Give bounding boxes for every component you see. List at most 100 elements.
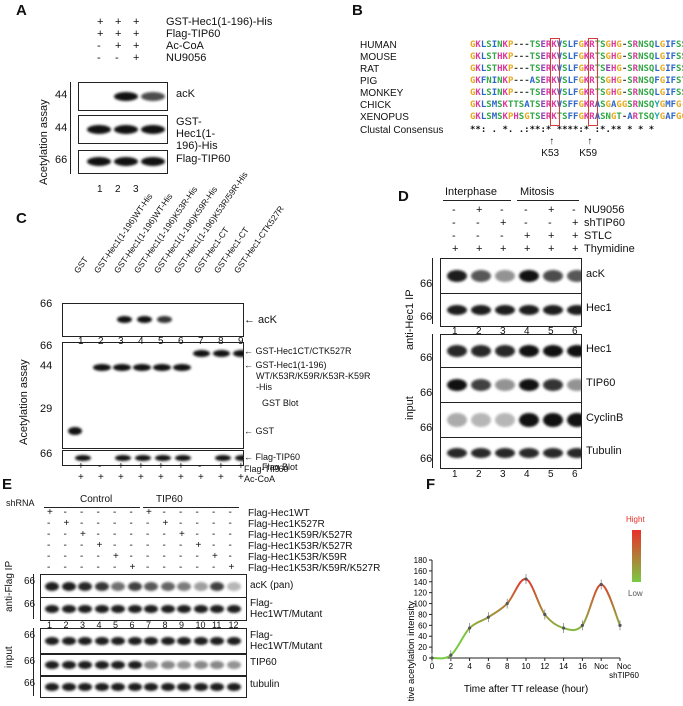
blot-band: [160, 581, 175, 591]
residue: R: [589, 40, 595, 50]
residue: G: [578, 88, 584, 98]
blot-band: [567, 305, 581, 315]
condition-mark: +: [47, 507, 53, 518]
condition-mark: -: [162, 507, 166, 518]
blot-band: [94, 683, 109, 691]
residue: F: [573, 88, 579, 98]
lane-number: 1: [452, 326, 458, 337]
residue: S: [497, 100, 503, 110]
blot-label: Flag-TIP60: [176, 153, 231, 165]
residue: P: [507, 40, 514, 50]
residue: R: [632, 52, 639, 62]
blot-band: [144, 605, 158, 613]
condition-mark: +: [113, 551, 119, 562]
condition-mark: -: [146, 551, 150, 562]
y-tick-label: 140: [414, 578, 428, 587]
condition-mark: -: [129, 529, 133, 540]
panel-label-d: D: [398, 188, 409, 205]
condition-mark: -: [179, 562, 183, 573]
residue: R: [545, 76, 552, 86]
residue: G: [470, 88, 476, 98]
residue: -: [513, 40, 519, 50]
residue: S: [627, 52, 633, 62]
condition-mark: -: [63, 529, 67, 540]
side-label: input: [404, 396, 416, 420]
residue: K: [583, 52, 590, 62]
residue: N: [497, 76, 503, 86]
blot-band: [61, 683, 76, 691]
condition-mark: +: [524, 230, 531, 242]
condition-mark: +: [115, 28, 122, 40]
residue: S: [676, 76, 682, 86]
condition-mark: +: [476, 204, 483, 216]
residue: Q: [648, 64, 655, 74]
mw-marker: 66: [24, 630, 36, 641]
sequence-row: GKLSINKP---TSERKVSLFGKRTSGHG-SRNSQLGIFSS: [470, 40, 683, 50]
residue: S: [627, 40, 633, 50]
residue: P: [507, 64, 514, 74]
residue: G: [659, 64, 666, 74]
residue: L: [567, 52, 574, 62]
condition-mark: +: [500, 243, 507, 255]
condition-mark: +: [238, 472, 244, 483]
condition-mark: -: [228, 551, 232, 562]
arrow-icon: ↑: [587, 136, 593, 147]
sequence-row: GKLSMSKTTSATSERKVSFFGKRASGAGGSRNSQYGMFG-: [470, 100, 683, 110]
residue: M: [665, 100, 671, 110]
data-point: [618, 623, 622, 627]
residue: I: [491, 76, 498, 86]
residue: T: [616, 112, 622, 122]
residue: -: [518, 64, 525, 74]
residue: F: [573, 100, 579, 110]
condition-mark: -: [129, 551, 133, 562]
blot-band: [78, 581, 92, 591]
residue: G: [605, 88, 611, 98]
residue: T: [529, 100, 536, 110]
condition-mark: -: [63, 551, 67, 562]
blot-band: [193, 350, 210, 357]
blot-band: [210, 683, 224, 691]
residue: S: [562, 100, 568, 110]
condition-mark: -: [476, 230, 480, 242]
blot-band: [447, 379, 467, 391]
group-line: [443, 200, 511, 201]
blot-band: [471, 345, 491, 357]
residue: H: [513, 112, 519, 122]
residue: P: [507, 52, 514, 62]
blot-band: [495, 379, 515, 391]
residue: F: [567, 112, 574, 122]
residue: N: [497, 88, 503, 98]
residue: G: [524, 112, 530, 122]
condition-mark: -: [80, 551, 84, 562]
residue: S: [600, 76, 606, 86]
residue: K: [475, 52, 481, 62]
residue: S: [486, 40, 492, 50]
residue: S: [562, 76, 568, 86]
residue: S: [600, 100, 606, 110]
residue: G: [605, 40, 611, 50]
blot-band: [94, 637, 109, 645]
blot-band: [45, 637, 59, 645]
residue: H: [610, 64, 617, 74]
blot-band: [567, 448, 581, 458]
residue: L: [567, 64, 574, 74]
blot-band: [177, 637, 191, 645]
residue: T: [529, 52, 536, 62]
residue: F: [670, 88, 677, 98]
lane-number: 4: [524, 326, 530, 337]
condition-mark: +: [146, 507, 152, 518]
condition-mark: -: [129, 507, 133, 518]
condition-mark: -: [146, 529, 150, 540]
condition-mark: +: [63, 518, 70, 529]
blot-band: [111, 605, 125, 613]
condition-mark: +: [133, 52, 140, 64]
residue: S: [562, 112, 568, 122]
mw-marker: 29: [40, 403, 53, 415]
condition-mark: -: [179, 507, 183, 518]
condition-mark: +: [133, 40, 140, 52]
lane-number: 6: [129, 620, 135, 630]
residue: S: [676, 64, 682, 74]
condition-label: NU9056: [584, 204, 625, 216]
group-line: [143, 507, 239, 508]
